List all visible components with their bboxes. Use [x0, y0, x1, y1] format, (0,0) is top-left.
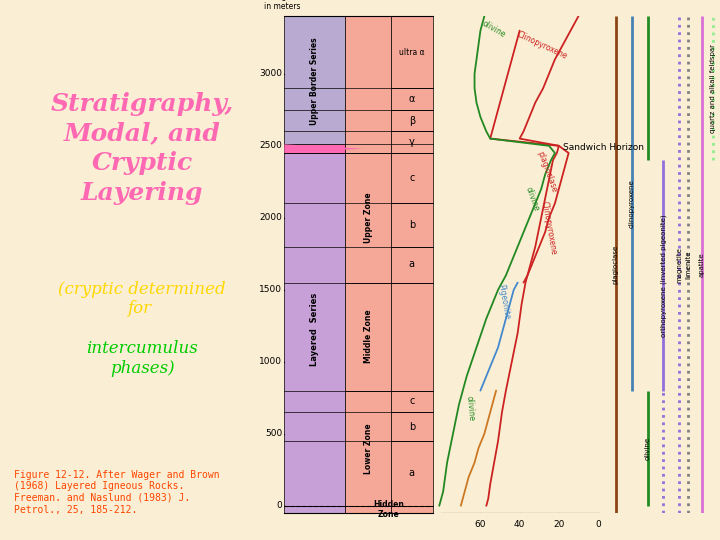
- Text: 20: 20: [553, 521, 564, 529]
- Bar: [391, 110, 433, 131]
- Text: plagioclase: plagioclase: [535, 150, 559, 194]
- Text: Figure 12-12. After Wager and Brown
(1968) Layered Igneous Rocks.
Freeman. and N: Figure 12-12. After Wager and Brown (196…: [14, 470, 220, 515]
- Text: a: a: [409, 468, 415, 478]
- Text: olivine: olivine: [464, 395, 476, 421]
- Text: olivine: olivine: [644, 437, 650, 460]
- Bar: [284, 506, 346, 513]
- Bar: [391, 204, 433, 247]
- Bar: [391, 506, 433, 513]
- Text: olivine: olivine: [480, 19, 507, 40]
- Text: clinopyroxene: clinopyroxene: [629, 179, 634, 228]
- Bar: [391, 282, 433, 390]
- Text: Layered  Series: Layered Series: [310, 293, 320, 366]
- Text: 2000: 2000: [259, 213, 282, 222]
- Text: b: b: [409, 220, 415, 230]
- Text: 1500: 1500: [259, 285, 282, 294]
- Bar: [391, 153, 433, 204]
- Bar: [391, 131, 433, 153]
- Text: quartz and alkali feldspar: quartz and alkali feldspar: [710, 44, 716, 133]
- Text: orthopyroxene (inverted pigeonite): orthopyroxene (inverted pigeonite): [660, 214, 667, 337]
- Text: plagioclase: plagioclase: [613, 245, 618, 284]
- Bar: [391, 88, 433, 110]
- Text: 60: 60: [474, 521, 486, 529]
- Text: apatite: apatite: [699, 252, 705, 277]
- Text: Stratigraphy,
Modal, and
Cryptic
Layering: Stratigraphy, Modal, and Cryptic Layerin…: [50, 92, 234, 205]
- Text: c: c: [409, 396, 415, 407]
- Bar: [391, 16, 433, 88]
- Text: b: b: [409, 422, 415, 431]
- Text: γ: γ: [409, 137, 415, 147]
- Text: Pigeonite: Pigeonite: [496, 284, 511, 321]
- Text: β: β: [409, 116, 415, 126]
- Text: Hidden
Zone: Hidden Zone: [374, 500, 405, 519]
- Text: Upper Border Series: Upper Border Series: [310, 37, 320, 125]
- Bar: [391, 412, 433, 441]
- Text: intercumulus
phases): intercumulus phases): [86, 340, 198, 377]
- Text: α: α: [409, 94, 415, 104]
- Bar: [346, 506, 391, 513]
- Bar: [284, 144, 346, 153]
- Text: Clinopyroxene: Clinopyroxene: [516, 30, 569, 62]
- Text: Upper Zone: Upper Zone: [364, 192, 373, 243]
- Text: Height
in meters: Height in meters: [264, 0, 300, 11]
- Text: 500: 500: [265, 429, 282, 438]
- Text: 0: 0: [276, 501, 282, 510]
- Text: ultra α: ultra α: [399, 48, 425, 57]
- Text: a: a: [409, 259, 415, 269]
- Bar: [391, 441, 433, 506]
- Text: Middle Zone: Middle Zone: [364, 310, 373, 363]
- Text: 40: 40: [514, 521, 526, 529]
- Bar: [391, 390, 433, 412]
- Text: ilmenite: ilmenite: [685, 251, 691, 279]
- Text: Lower Zone: Lower Zone: [364, 423, 373, 474]
- Polygon shape: [284, 144, 363, 153]
- Text: Clinopyroxene: Clinopyroxene: [539, 200, 557, 256]
- Text: (cryptic determined
for: (cryptic determined for: [58, 281, 226, 318]
- Bar: [391, 247, 433, 282]
- Text: magnetite: magnetite: [676, 247, 683, 282]
- Text: 3000: 3000: [259, 69, 282, 78]
- Text: olivine: olivine: [523, 186, 541, 213]
- Text: 2500: 2500: [259, 141, 282, 150]
- Text: 0: 0: [595, 521, 601, 529]
- Text: c: c: [409, 173, 415, 183]
- Text: 1000: 1000: [259, 357, 282, 366]
- Text: Sandwich Horizon: Sandwich Horizon: [563, 143, 644, 152]
